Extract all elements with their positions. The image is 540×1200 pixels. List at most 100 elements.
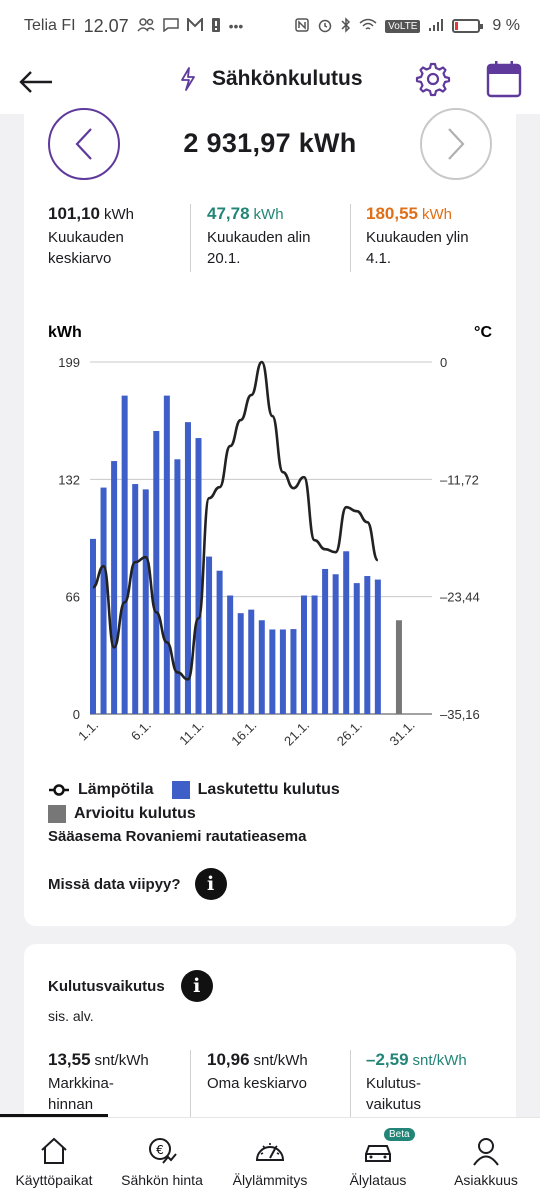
chevron-right-icon <box>448 128 465 160</box>
temperature-line <box>92 360 380 681</box>
legend-temperature[interactable]: Lämpötila <box>48 781 154 799</box>
bottom-navigation: Käyttöpaikat € Sähkön hinta Älylämmitys … <box>0 1117 540 1200</box>
y2-tick-label: –11,72 <box>440 472 479 487</box>
bar <box>206 556 213 714</box>
line-marker-icon <box>49 784 69 796</box>
bar <box>184 422 191 714</box>
nav-item-kayttopaikat[interactable]: Käyttöpaikat <box>0 1118 108 1200</box>
home-icon <box>39 1136 69 1166</box>
legend-estimated[interactable]: Arvioitu kulutus <box>48 805 196 823</box>
back-button[interactable] <box>16 62 56 102</box>
legend-row-1: Lämpötila Laskutettu kulutus <box>48 778 488 802</box>
calendar-icon <box>486 61 522 98</box>
weather-station: Sääasema Rovaniemi rautatieasema <box>48 828 307 845</box>
stat-maximum: 180,55 kWh Kuukauden ylin 4.1. <box>366 204 516 269</box>
message-icon <box>162 17 179 35</box>
info-icon[interactable]: i <box>194 868 227 900</box>
impact-market-price-unit: snt/kWh <box>94 1052 149 1069</box>
impact-title: Kulutusvaikutus <box>48 977 165 995</box>
impact-market-price-value: 13,55 <box>48 1050 91 1069</box>
impact-market-price: 13,55 snt/kWh Markkina- hinnan <box>48 1050 198 1115</box>
bar <box>90 538 96 714</box>
more-icon: ••• <box>228 18 244 34</box>
bar <box>395 620 402 714</box>
bar <box>248 609 255 714</box>
bar <box>301 595 307 714</box>
stat-divider <box>190 1050 191 1118</box>
nav-label: Asiakkuus <box>454 1172 518 1188</box>
nav-item-alylammitys[interactable]: Älylämmitys <box>216 1118 324 1200</box>
gear-icon <box>415 62 451 97</box>
bar <box>142 489 149 714</box>
bar <box>279 629 286 714</box>
bar <box>374 579 381 714</box>
person-icon <box>471 1136 501 1166</box>
info-icon[interactable]: i <box>180 970 213 1002</box>
calendar-button[interactable] <box>486 60 522 98</box>
bar <box>353 583 360 714</box>
legend-estimated-label: Arvioitu kulutus <box>74 805 196 822</box>
impact-consumption-effect-label-1: Kulutus- <box>366 1075 422 1092</box>
bar <box>163 395 170 714</box>
impact-market-price-label-1: Markkina- <box>48 1075 114 1092</box>
gauge-icon <box>254 1136 286 1166</box>
legend-estimated-swatch <box>48 805 66 823</box>
y-tick-label: 66 <box>66 590 80 605</box>
settings-button[interactable] <box>414 60 452 98</box>
nav-item-sahkon-hinta[interactable]: € Sähkön hinta <box>108 1118 216 1200</box>
battery-percent: 9 % <box>492 17 520 34</box>
previous-month-button[interactable] <box>48 108 120 180</box>
x-tick-label: 31.1. <box>387 718 418 749</box>
consumption-impact-card: Kulutusvaikutus i sis. alv. 13,55 snt/kWh… <box>24 944 516 1144</box>
legend-temperature-label: Lämpötila <box>78 781 154 798</box>
stat-minimum-value-line: 47,78 kWh <box>207 204 357 224</box>
legend-billed-label: Laskutettu kulutus <box>197 781 340 798</box>
stat-average: 101,10 kWh Kuukauden keskiarvo <box>48 204 198 269</box>
bar <box>153 430 160 714</box>
bluetooth-icon <box>341 16 351 36</box>
data-delay-label: Missä data viipyy? <box>48 875 181 893</box>
wifi-icon <box>359 18 377 35</box>
nav-item-alylataus[interactable]: Beta Älylataus <box>324 1118 432 1200</box>
x-tick-label: 6.1. <box>128 718 154 744</box>
impact-subtitle: sis. alv. <box>48 1008 94 1024</box>
stat-average-label-2: keskiarvo <box>48 250 112 267</box>
nav-item-asiakkuus[interactable]: Asiakkuus <box>432 1118 540 1200</box>
legend-billed[interactable]: Laskutettu kulutus <box>171 781 340 799</box>
chevron-left-icon <box>75 128 92 160</box>
stat-divider <box>190 204 191 272</box>
impact-title-row: Kulutusvaikutus i <box>48 970 213 1002</box>
mail-icon <box>186 16 203 35</box>
stat-maximum-unit: kWh <box>422 206 452 223</box>
bar <box>227 595 234 714</box>
legend-row-2: Arvioitu kulutus <box>48 802 488 826</box>
impact-consumption-effect-label-2: vaikutus <box>366 1096 422 1113</box>
signal-icon <box>428 18 444 35</box>
impact-own-average-label: Oma keskiarvo <box>207 1075 308 1092</box>
next-month-button[interactable] <box>420 108 492 180</box>
nav-label: Älylataus <box>349 1172 407 1188</box>
bar <box>269 629 276 714</box>
impact-market-price-label-2: hinnan <box>48 1096 94 1113</box>
x-tick-label: 26.1. <box>334 718 365 749</box>
x-tick-label: 16.1. <box>228 718 259 749</box>
nav-label: Älylämmitys <box>232 1172 308 1188</box>
x-tick-label: 11.1. <box>176 718 206 748</box>
impact-consumption-effect-unit: snt/kWh <box>412 1052 467 1069</box>
impact-own-average-value-line: 10,96 snt/kWh <box>207 1050 357 1070</box>
summary-stats: 101,10 kWh Kuukauden keskiarvo 47,78 kWh K… <box>24 204 516 276</box>
consumption-card: 2 931,97 kWh 101,10 kWh Kuukauden keskiar… <box>24 100 516 926</box>
data-delay-info[interactable]: Missä data viipyy? i <box>48 868 227 900</box>
carrier-name: Telia FI <box>24 17 76 34</box>
status-right: VoLTE 9 % <box>295 16 520 36</box>
bar <box>237 613 244 714</box>
stat-divider <box>350 204 351 272</box>
car-icon: Beta <box>362 1128 415 1166</box>
status-time: 12.07 <box>83 15 129 36</box>
bar <box>311 595 318 714</box>
x-tick-label: 21.1. <box>281 718 312 749</box>
bar <box>216 570 223 714</box>
people-icon <box>137 17 155 35</box>
impact-own-average-value: 10,96 <box>207 1050 250 1069</box>
y-tick-label: 132 <box>58 472 80 487</box>
